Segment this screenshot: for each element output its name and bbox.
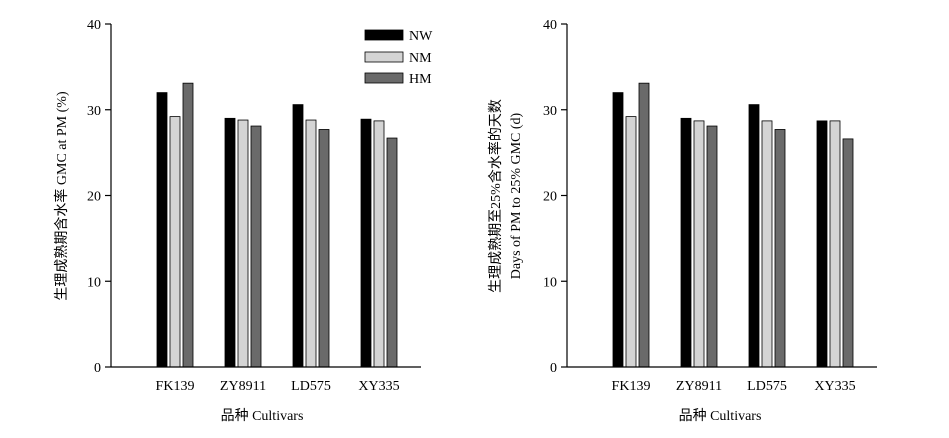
left-bar-fk139-s2	[182, 82, 194, 368]
legend-swatch-nw	[364, 29, 404, 41]
left-bars	[156, 82, 398, 368]
right-bar-xy335-s1	[829, 120, 841, 368]
legend-item-hm: HM	[364, 72, 432, 87]
right-bar-ld575-s0	[748, 104, 760, 368]
left-bar-ld575-s1	[305, 119, 317, 368]
legend-item-nw: NW	[364, 29, 433, 44]
right-bar-zy8911-s2	[706, 125, 718, 368]
right-bar-fk139-s0	[612, 92, 624, 368]
right-category-label-zy8911: ZY8911	[676, 379, 722, 394]
right-bar-fk139-s1	[625, 116, 637, 368]
right-category-label-ld575: LD575	[747, 379, 787, 394]
legend-label-hm: HM	[409, 72, 432, 87]
left-category-label-xy335: XY335	[358, 379, 399, 394]
right-y-axis-label: 生理成熟期至25%含水率的天数	[487, 99, 504, 293]
left-bar-ld575-s0	[292, 104, 304, 368]
left-x-axis-label: 品种 Cultivars	[221, 408, 304, 424]
right-bar-ld575-s1	[761, 120, 773, 368]
right-y-tick-label-2: 20	[543, 190, 557, 205]
left-y-tick-label-4: 40	[87, 18, 101, 33]
right-y-tick-label-1: 10	[543, 275, 557, 290]
left-y-ticks: 0 10 20 30 40	[87, 18, 111, 376]
right-bars	[612, 82, 854, 368]
left-bar-fk139-s1	[169, 116, 181, 368]
right-bar-zy8911-s1	[693, 120, 705, 368]
legend-swatch-hm	[364, 72, 404, 84]
left-bar-fk139-s0	[156, 92, 168, 368]
legend-label-nm: NM	[409, 51, 432, 66]
right-bar-xy335-s0	[816, 120, 828, 368]
left-category-label-fk139: FK139	[156, 379, 195, 394]
legend-label-nw: NW	[409, 29, 433, 44]
right-y-axis-label-en: Days of PM to 25% GMC (d)	[509, 112, 524, 279]
right-y-tick-label-0: 0	[550, 361, 557, 376]
left-category-label-zy8911: ZY8911	[220, 379, 266, 394]
left-bar-xy335-s1	[373, 120, 385, 368]
right-category-label-fk139: FK139	[612, 379, 651, 394]
right-chart-panel: 0 10 20 30 40 FK139 ZY8911 LD575 XY335 品种 Culti…	[487, 18, 877, 424]
left-bar-zy8911-s1	[237, 119, 249, 368]
legend: NW NM HM	[364, 29, 433, 87]
right-bar-xy335-s2	[842, 138, 854, 368]
legend-swatch-nm	[364, 51, 404, 63]
left-bar-zy8911-s0	[224, 117, 236, 368]
left-y-axis-label: 生理成熟期含水率 GMC at PM (%)	[53, 91, 70, 301]
right-y-ticks: 0 10 20 30 40	[543, 18, 567, 376]
left-category-label-ld575: LD575	[291, 379, 331, 394]
right-bar-fk139-s2	[638, 82, 650, 368]
left-y-tick-label-2: 20	[87, 190, 101, 205]
left-category-labels: FK139 ZY8911 LD575 XY335	[156, 379, 400, 394]
legend-item-nm: NM	[364, 51, 432, 66]
left-bar-zy8911-s2	[250, 125, 262, 368]
right-y-tick-label-3: 30	[543, 104, 557, 119]
left-y-tick-label-3: 30	[87, 104, 101, 119]
right-y-tick-label-4: 40	[543, 18, 557, 33]
right-category-labels: FK139 ZY8911 LD575 XY335	[612, 379, 856, 394]
right-x-axis-label: 品种 Cultivars	[679, 408, 762, 424]
left-bar-xy335-s2	[386, 137, 398, 368]
left-y-tick-label-1: 10	[87, 275, 101, 290]
left-y-tick-label-0: 0	[94, 361, 101, 376]
right-bar-zy8911-s0	[680, 117, 692, 368]
left-chart-panel: 0 10 20 30 40 FK139 ZY8911 LD575 XY335 品种 Culti…	[53, 18, 433, 424]
right-category-label-xy335: XY335	[814, 379, 855, 394]
right-bar-ld575-s2	[774, 129, 786, 368]
left-bar-ld575-s2	[318, 129, 330, 368]
left-bar-xy335-s0	[360, 118, 372, 368]
